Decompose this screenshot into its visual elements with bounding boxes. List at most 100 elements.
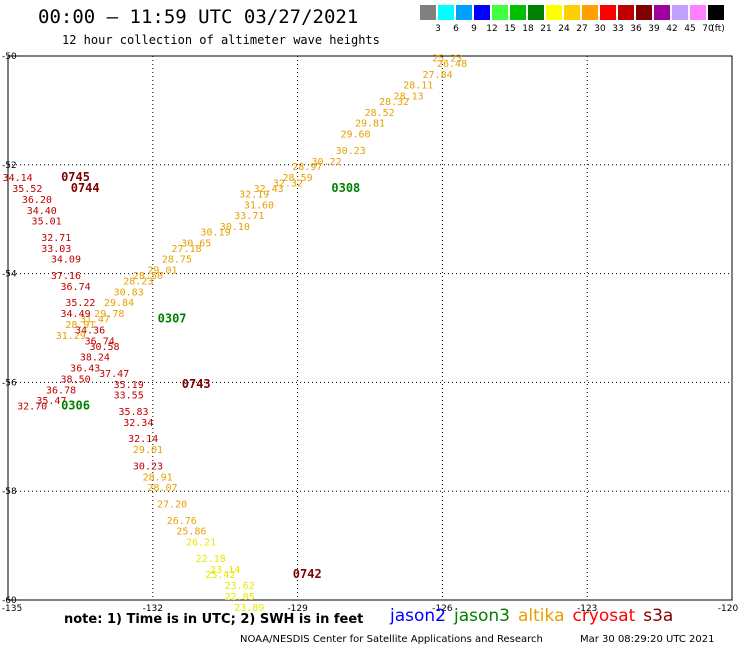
wave-height-value: 30.19 bbox=[200, 228, 230, 239]
lon-tick-label: -135 bbox=[2, 604, 22, 614]
wave-height-value: 28.13 bbox=[394, 92, 424, 103]
wave-height-value: 27.84 bbox=[423, 70, 453, 81]
lon-tick-label: -132 bbox=[143, 604, 163, 614]
legend-swatch bbox=[474, 5, 490, 20]
legend-label: 27 bbox=[576, 24, 588, 34]
satellite-label: cryosat bbox=[572, 606, 636, 626]
wave-height-value: 29.84 bbox=[104, 298, 134, 309]
legend-label: 39 bbox=[648, 24, 660, 34]
wave-height-value: 32.43 bbox=[254, 184, 284, 195]
wave-height-value: 31.60 bbox=[244, 200, 274, 211]
color-scale-legend: 3 6 9 12 15 18 21 24 27 30 33 36 39 42 45 70 (ft) bbox=[420, 5, 730, 35]
wave-height-value: 35.47 bbox=[36, 396, 66, 407]
legend-swatch bbox=[708, 5, 724, 20]
pass-number-label: 0306 bbox=[61, 399, 90, 413]
wave-height-value: 34.49 bbox=[61, 309, 91, 320]
wave-height-value: 29.60 bbox=[340, 130, 370, 141]
legend-label: 70 bbox=[702, 24, 714, 34]
lat-tick-label: -58 bbox=[2, 487, 17, 497]
lat-tick-label: -54 bbox=[2, 270, 17, 280]
lon-tick-label: -120 bbox=[718, 604, 739, 614]
pass-number-label: 0307 bbox=[158, 312, 187, 326]
wave-height-value: 36.78 bbox=[46, 385, 76, 396]
legend-swatch bbox=[546, 5, 562, 20]
wave-height-value: 36.74 bbox=[85, 336, 115, 347]
wave-height-value: 37.16 bbox=[51, 271, 81, 282]
wave-height-value: 32.34 bbox=[123, 418, 153, 429]
legend-swatch bbox=[420, 5, 436, 20]
legend-label: 6 bbox=[453, 24, 459, 34]
wave-height-value: 28.52 bbox=[365, 108, 395, 119]
legend-label: 33 bbox=[612, 24, 624, 34]
wave-height-value: 30.23 bbox=[133, 461, 163, 472]
wave-height-value: 29.78 bbox=[94, 309, 124, 320]
lon-tick-label: -123 bbox=[577, 604, 597, 614]
wave-height-value: 23.62 bbox=[225, 581, 255, 592]
wave-height-value: 28.32 bbox=[379, 97, 409, 108]
wave-height-value: 31.29 bbox=[56, 331, 86, 342]
wave-height-value: 30.10 bbox=[220, 222, 250, 233]
wave-height-value: 23.14 bbox=[210, 565, 240, 576]
satellite-label: jason3 bbox=[454, 606, 510, 626]
wave-height-value: 30.58 bbox=[89, 342, 119, 353]
wave-height-value: 35.19 bbox=[114, 380, 144, 391]
lat-tick-label: -50 bbox=[2, 52, 17, 62]
legend-label: 45 bbox=[684, 24, 696, 34]
lat-tick-label: -60 bbox=[2, 596, 17, 606]
pass-number-label: 0743 bbox=[182, 377, 211, 391]
wave-height-value: 32.14 bbox=[128, 434, 158, 445]
wave-height-value: 38.50 bbox=[61, 374, 91, 385]
wave-height-value: 35.83 bbox=[118, 407, 148, 418]
wave-height-value: 26.21 bbox=[186, 538, 216, 549]
pass-number-label: 0742 bbox=[293, 567, 322, 581]
wave-height-value: 26.76 bbox=[167, 516, 197, 527]
legend-label: 3 bbox=[435, 24, 441, 34]
wave-height-value: 33.03 bbox=[41, 244, 71, 255]
satellite-label: jason2 bbox=[390, 606, 446, 626]
wave-height-value: 36.43 bbox=[70, 364, 100, 375]
legend-label: 24 bbox=[558, 24, 570, 34]
wave-height-value: 30.65 bbox=[181, 238, 211, 249]
pass-number-label: 0744 bbox=[71, 181, 100, 195]
wave-height-value: 27.18 bbox=[172, 244, 202, 255]
legend-swatch bbox=[528, 5, 544, 20]
wave-height-value: 29.01 bbox=[133, 445, 163, 456]
data-points: 25.2326.4827.8428.1128.1328.3228.5229.81… bbox=[3, 53, 468, 613]
wave-height-value: 30.83 bbox=[114, 287, 144, 298]
wave-height-value: 29.01 bbox=[147, 266, 177, 277]
wave-height-value: 28.91 bbox=[143, 472, 173, 483]
wave-height-value: 34.36 bbox=[75, 325, 105, 336]
wave-height-value: 33.71 bbox=[234, 211, 264, 222]
lat-tick-label: -52 bbox=[2, 161, 17, 171]
wave-height-value: 31.47 bbox=[80, 315, 110, 326]
wave-height-value: 37.47 bbox=[99, 369, 129, 380]
legend-swatch bbox=[672, 5, 688, 20]
legend-label: 30 bbox=[594, 24, 606, 34]
wave-height-value: 35.22 bbox=[65, 298, 95, 309]
satellite-legend: jason2 jason3 altika cryosat s3a bbox=[390, 606, 681, 626]
wave-height-value: 30.23 bbox=[336, 146, 366, 157]
axis-ticks: -135 -132 -129 -126 -123 -120 -50 -52 -54 -56 -58 -… bbox=[2, 52, 739, 614]
lon-tick-label: -129 bbox=[287, 604, 308, 614]
wave-height-value: 30.22 bbox=[312, 157, 342, 168]
wave-height-value: 28.59 bbox=[283, 173, 313, 184]
wave-height-value: 28.11 bbox=[403, 81, 433, 92]
legend-label: 42 bbox=[666, 24, 678, 34]
wave-height-value: 28.97 bbox=[292, 162, 322, 173]
wave-height-value: 32.71 bbox=[41, 233, 71, 244]
wave-height-value: 38.24 bbox=[80, 353, 110, 364]
page-title: 00:00 – 11:59 UTC 03/27/2021 bbox=[38, 6, 359, 28]
legend-swatch bbox=[690, 5, 706, 20]
wave-height-value: 28.91 bbox=[65, 320, 95, 331]
legend-label: 12 bbox=[486, 24, 498, 34]
lat-tick-label: -56 bbox=[2, 378, 17, 388]
wave-height-value: 25.86 bbox=[176, 527, 206, 538]
wave-height-value: 28.07 bbox=[147, 483, 177, 494]
wave-height-value: 34.09 bbox=[51, 255, 81, 266]
wave-height-value: 23.89 bbox=[234, 603, 264, 614]
wave-height-value: 33.55 bbox=[114, 391, 144, 402]
satellite-label: altika bbox=[518, 606, 565, 626]
legend-swatch bbox=[564, 5, 580, 20]
